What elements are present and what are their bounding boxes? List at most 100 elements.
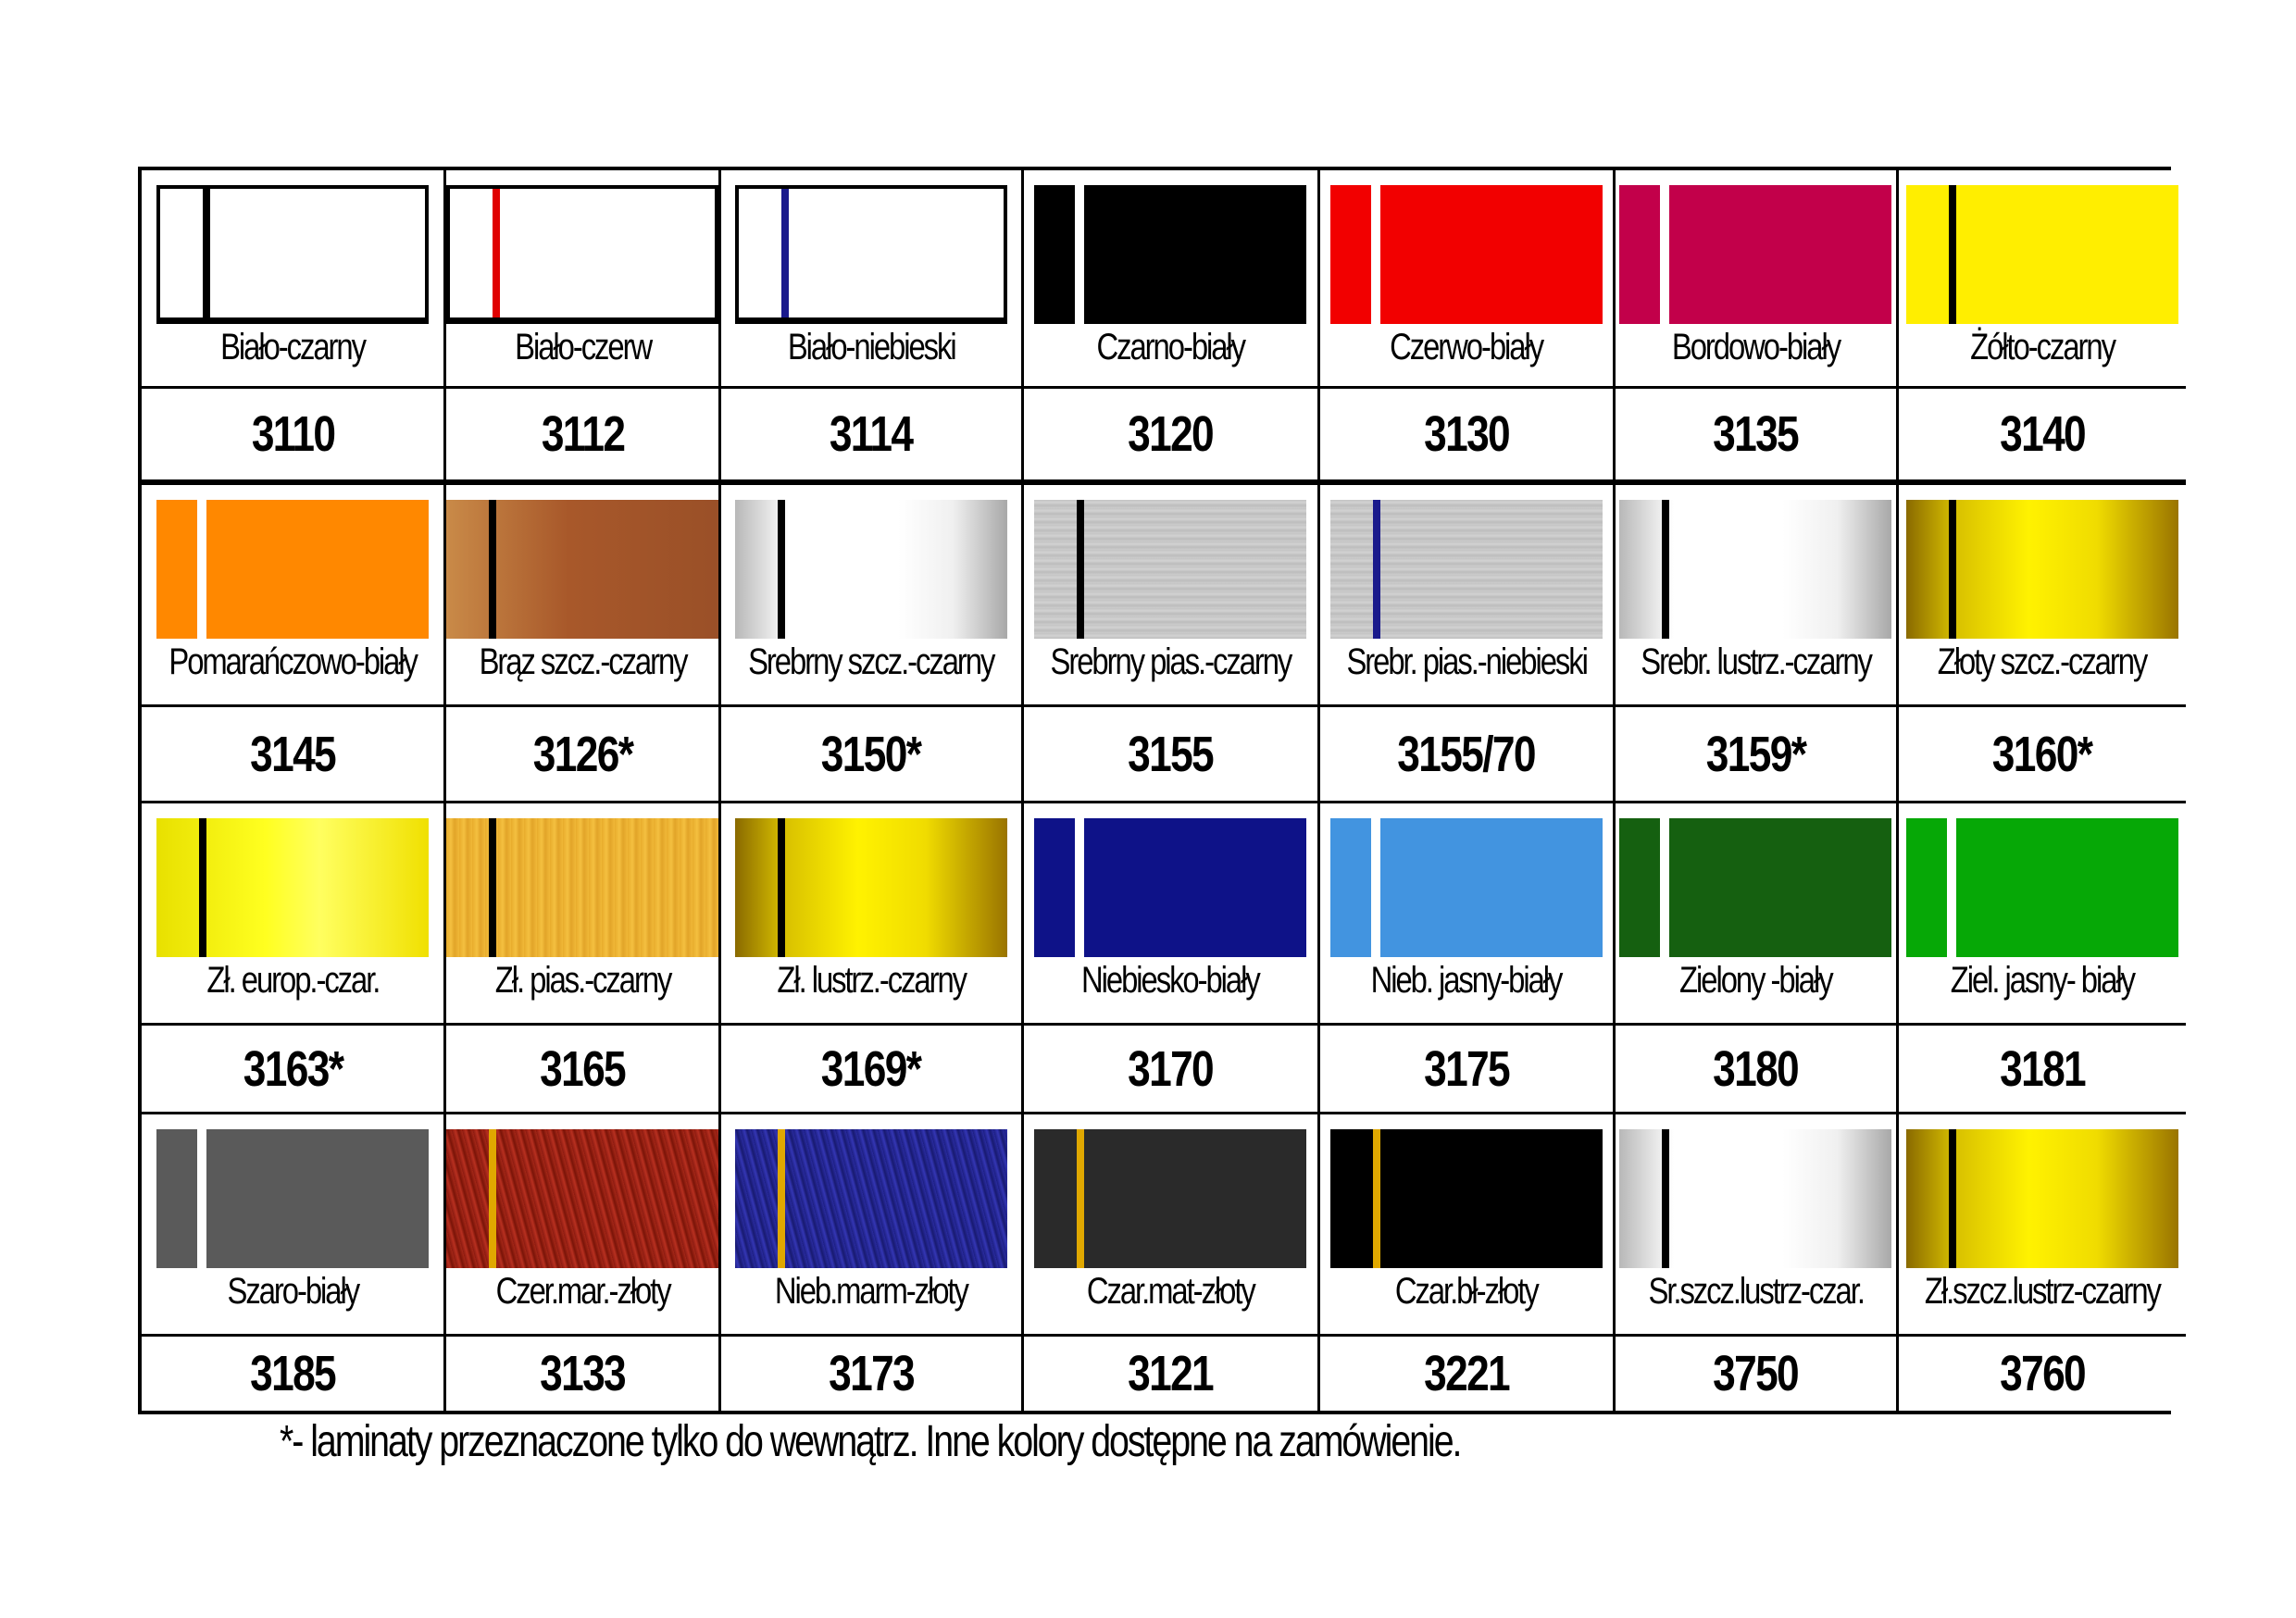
color-swatch — [1619, 185, 1892, 324]
color-swatch — [734, 818, 1007, 957]
swatch-cell: Złoty szcz.-czarny — [1898, 485, 2186, 707]
code-cell: 3140 — [1898, 389, 2186, 485]
color-swatch — [1619, 818, 1892, 957]
product-code: 3155 — [1128, 726, 1215, 782]
product-code: 3140 — [1999, 406, 2087, 462]
code-cell: 3163* — [142, 1026, 447, 1114]
swatch-cell: Srebr. pias.-niebieski — [1319, 485, 1616, 707]
swatch-cell: Nieb.marm-złoty — [721, 1114, 1024, 1337]
color-name: Biało-niebieski — [787, 327, 957, 367]
color-swatch — [1329, 185, 1603, 324]
code-cell: 3180 — [1615, 1026, 1899, 1114]
accent-stripe — [1948, 185, 1956, 324]
color-name: Srebrny pias.-czarny — [1050, 641, 1292, 682]
product-code: 3135 — [1713, 406, 1800, 462]
code-cell: 3135 — [1615, 389, 1899, 485]
product-code: 3185 — [250, 1346, 337, 1401]
product-code: 3130 — [1423, 406, 1511, 462]
code-cell: 3221 — [1319, 1337, 1616, 1411]
product-code: 3750 — [1713, 1346, 1800, 1401]
color-swatch — [446, 185, 719, 324]
code-cell: 3145 — [142, 707, 447, 803]
color-name: Czarno-biały — [1096, 327, 1246, 367]
color-swatch — [1329, 818, 1603, 957]
accent-stripe — [1077, 500, 1085, 639]
color-name: Czar.bł-złoty — [1394, 1271, 1540, 1312]
swatch-cell: Zł. lustrz.-czarny — [721, 803, 1024, 1026]
code-cell: 3181 — [1898, 1026, 2186, 1114]
code-cell: 3155 — [1023, 707, 1320, 803]
accent-stripe — [1372, 500, 1380, 639]
color-name: Czar.mat-złoty — [1086, 1271, 1256, 1312]
product-code: 3180 — [1713, 1040, 1800, 1097]
code-cell: 3120 — [1023, 389, 1320, 485]
color-name: Zł. pias.-czarny — [494, 960, 672, 1001]
accent-stripe — [780, 189, 789, 317]
accent-stripe — [1077, 1129, 1085, 1268]
product-code: 3150* — [821, 726, 922, 782]
accent-stripe — [777, 1129, 785, 1268]
color-swatch — [156, 818, 430, 957]
accent-stripe — [1948, 1129, 1956, 1268]
product-code: 3165 — [540, 1040, 627, 1097]
color-name: Zielony -biały — [1679, 960, 1834, 1001]
accent-stripe — [489, 818, 497, 957]
color-name: Złoty szcz.-czarny — [1938, 641, 2149, 682]
color-name: Zł.szcz.lustrz-czarny — [1924, 1271, 2162, 1312]
color-swatch — [1619, 500, 1892, 639]
code-cell: 3760 — [1898, 1337, 2186, 1411]
product-code: 3173 — [829, 1346, 916, 1401]
color-swatch — [1905, 185, 2178, 324]
product-code: 3159* — [1705, 726, 1807, 782]
product-code: 3114 — [830, 406, 914, 462]
code-cell: 3750 — [1615, 1337, 1899, 1411]
accent-stripe — [1660, 185, 1670, 324]
color-swatch — [1905, 1129, 2178, 1268]
color-name: Zł. europ.-czar. — [206, 960, 381, 1001]
swatch-cell: Biało-czerw — [446, 170, 722, 389]
color-name: Zł. lustrz.-czarny — [777, 960, 967, 1001]
product-code: 3112 — [541, 406, 626, 462]
color-swatch — [156, 1129, 430, 1268]
code-cell: 3110 — [142, 389, 447, 485]
product-code: 3120 — [1128, 406, 1215, 462]
swatch-cell: Srebrny pias.-czarny — [1023, 485, 1320, 707]
color-swatch — [1034, 818, 1307, 957]
accent-stripe — [199, 818, 207, 957]
code-cell: 3160* — [1898, 707, 2186, 803]
accent-stripe — [1662, 500, 1670, 639]
product-code: 3760 — [1999, 1346, 2087, 1401]
color-swatch — [1034, 500, 1307, 639]
product-code: 3170 — [1128, 1040, 1215, 1097]
swatch-cell: Biało-czarny — [142, 170, 447, 389]
color-swatch — [1619, 1129, 1892, 1268]
swatch-cell: Srebr. lustrz.-czarny — [1615, 485, 1899, 707]
color-name: Ziel. jasny- biały — [1950, 960, 2136, 1001]
swatch-cell: Niebiesko-biały — [1023, 803, 1320, 1026]
accent-stripe — [777, 500, 785, 639]
accent-stripe — [1372, 1129, 1380, 1268]
accent-stripe — [203, 189, 211, 317]
accent-stripe — [1662, 1129, 1670, 1268]
code-cell: 3126* — [446, 707, 722, 803]
swatch-cell: Biało-niebieski — [721, 170, 1024, 389]
swatch-cell: Pomarańczowo-biały — [142, 485, 447, 707]
color-name: Szaro-biały — [227, 1271, 360, 1312]
color-swatch — [446, 1129, 719, 1268]
swatch-cell: Brąz szcz.-czarny — [446, 485, 722, 707]
color-name: Nieb.marm-złoty — [774, 1271, 969, 1312]
footnote: *- laminaty przeznaczone tylko do wewnąt… — [280, 1417, 1462, 1466]
code-cell: 3185 — [142, 1337, 447, 1411]
accent-stripe — [197, 1129, 207, 1268]
product-code: 3160* — [1992, 726, 2093, 782]
code-cell: 3155/70 — [1319, 707, 1616, 803]
product-code: 3175 — [1423, 1040, 1511, 1097]
color-name: Biało-czerw — [514, 327, 653, 367]
color-name: Niebiesko-biały — [1081, 960, 1261, 1001]
product-code: 3155/70 — [1397, 726, 1536, 782]
swatch-cell: Nieb. jasny-biały — [1319, 803, 1616, 1026]
accent-stripe — [1075, 185, 1085, 324]
color-swatch — [1034, 1129, 1307, 1268]
color-name: Sr.szcz.lustrz-czar. — [1648, 1271, 1865, 1312]
accent-stripe — [1370, 185, 1380, 324]
